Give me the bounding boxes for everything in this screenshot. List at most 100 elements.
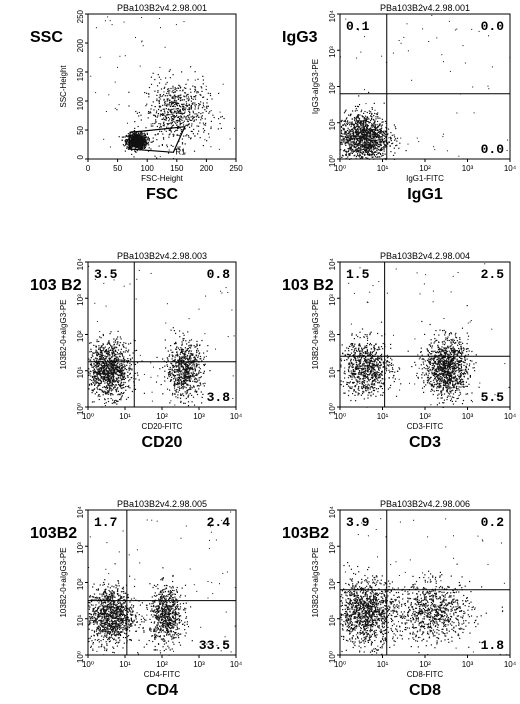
data-point <box>163 117 165 119</box>
data-point <box>374 148 376 150</box>
data-point <box>107 378 109 380</box>
data-point <box>446 150 448 152</box>
data-point <box>192 375 194 377</box>
data-point <box>194 113 196 115</box>
data-point <box>144 136 146 138</box>
data-point <box>172 85 174 87</box>
data-point <box>104 355 106 357</box>
data-point <box>142 142 144 144</box>
data-point <box>349 136 351 138</box>
data-point <box>97 372 99 374</box>
data-point <box>119 359 121 361</box>
data-point <box>351 148 353 150</box>
data-point <box>428 41 430 42</box>
data-point <box>172 87 174 89</box>
data-point <box>110 272 112 274</box>
data-point <box>164 376 166 378</box>
data-point <box>106 365 108 367</box>
data-point <box>111 359 113 361</box>
data-point <box>182 90 184 92</box>
data-point <box>110 385 112 387</box>
data-point <box>178 376 180 378</box>
data-point <box>99 371 101 373</box>
data-point <box>182 362 184 364</box>
data-point <box>102 371 104 373</box>
data-point <box>377 152 379 155</box>
data-point <box>99 368 101 370</box>
data-point <box>181 122 183 124</box>
data-point <box>182 89 184 91</box>
data-point <box>194 108 196 110</box>
data-point <box>174 366 176 368</box>
data-point <box>189 347 192 349</box>
data-point <box>97 385 99 387</box>
data-point <box>368 362 371 365</box>
data-point <box>147 137 149 139</box>
data-point <box>350 136 352 139</box>
data-point <box>182 99 184 101</box>
data-point <box>103 366 105 368</box>
data-point <box>368 153 371 155</box>
data-point <box>374 145 376 147</box>
data-point <box>173 378 175 380</box>
data-point <box>114 400 116 402</box>
data-point <box>192 112 194 114</box>
data-point <box>340 120 342 122</box>
data-point <box>370 115 372 117</box>
data-point <box>198 366 200 368</box>
data-point <box>139 131 141 133</box>
data-point <box>118 136 120 138</box>
data-point <box>160 384 162 386</box>
data-point <box>191 354 193 356</box>
data-point <box>124 373 126 375</box>
data-point <box>108 384 110 386</box>
data-point <box>181 357 183 359</box>
data-point <box>132 145 135 147</box>
data-point <box>203 364 205 366</box>
data-point <box>197 78 199 80</box>
data-point <box>103 368 105 370</box>
data-point <box>112 362 114 364</box>
data-point <box>218 92 220 94</box>
data-point <box>177 374 179 376</box>
data-point <box>369 140 372 142</box>
data-point <box>203 385 205 387</box>
data-point <box>176 370 178 373</box>
data-point <box>342 124 344 126</box>
data-point <box>185 96 187 98</box>
data-point <box>138 143 140 146</box>
data-point <box>174 342 177 344</box>
data-point <box>102 354 104 357</box>
data-point <box>194 135 196 137</box>
data-point <box>178 369 180 371</box>
data-point <box>357 357 359 359</box>
data-point <box>150 362 152 364</box>
data-point <box>384 135 386 137</box>
data-point <box>372 149 374 151</box>
data-point <box>381 127 383 129</box>
data-point <box>182 386 184 388</box>
data-point <box>132 143 134 145</box>
data-point <box>100 368 102 371</box>
data-point <box>193 364 195 366</box>
data-point <box>110 363 112 365</box>
data-point <box>135 298 137 300</box>
data-point <box>175 369 177 371</box>
data-point <box>178 112 180 114</box>
data-point <box>189 376 191 378</box>
data-point <box>119 383 121 385</box>
data-point <box>374 125 376 127</box>
data-point <box>186 368 188 370</box>
data-point <box>358 148 360 150</box>
data-point <box>176 381 179 383</box>
data-point <box>94 375 96 377</box>
data-point <box>155 121 157 123</box>
data-point <box>359 137 362 139</box>
data-point <box>362 384 364 386</box>
data-point <box>356 139 358 141</box>
data-point <box>375 118 377 120</box>
data-point <box>112 374 114 376</box>
data-point <box>181 357 183 360</box>
data-point <box>194 89 197 91</box>
data-point <box>371 108 373 110</box>
